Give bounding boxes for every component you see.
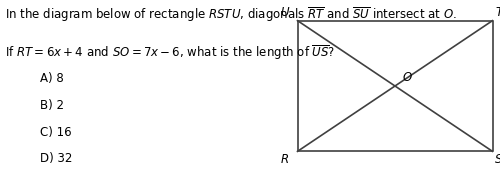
Text: S: S [495,153,500,166]
Text: C) 16: C) 16 [40,126,72,139]
Text: B) 2: B) 2 [40,99,64,112]
Text: If $RT = 6x + 4$ and $SO = 7x - 6$, what is the length of $\overline{US}$?: If $RT = 6x + 4$ and $SO = 7x - 6$, what… [5,43,336,62]
Text: O: O [403,71,412,84]
Text: R: R [280,153,288,166]
Text: T: T [495,6,500,19]
Text: D) 32: D) 32 [40,152,72,165]
Text: In the diagram below of rectangle $RSTU$, diagonals $\overline{RT}$ and $\overli: In the diagram below of rectangle $RSTU$… [5,5,457,24]
Text: U: U [280,6,288,19]
Text: A) 8: A) 8 [40,72,64,85]
